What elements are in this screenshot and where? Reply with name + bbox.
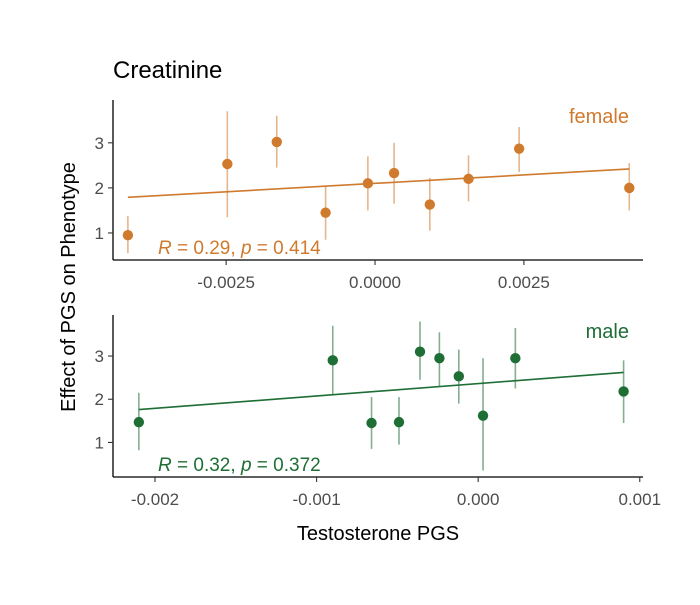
y-tick-label: 2 bbox=[95, 179, 104, 198]
y-tick-label: 3 bbox=[95, 134, 104, 153]
female-trend-line bbox=[127, 168, 630, 199]
x-tick-label: 0.000 bbox=[457, 490, 500, 509]
y-tick-label: 1 bbox=[95, 433, 104, 452]
x-tick-label: -0.0025 bbox=[197, 273, 255, 292]
stat-r-symbol: R bbox=[158, 455, 172, 476]
female-data-point bbox=[513, 143, 525, 154]
female-data-point bbox=[320, 207, 331, 218]
stat-r-symbol: R bbox=[158, 238, 172, 259]
x-tick-label: -0.001 bbox=[292, 490, 340, 509]
x-axis-title: Testosterone PGS bbox=[297, 523, 459, 545]
female-data-point bbox=[222, 158, 233, 170]
male-data-point bbox=[618, 386, 629, 397]
male-data-point bbox=[453, 371, 464, 382]
female-data-point bbox=[362, 178, 374, 189]
female-data-point bbox=[624, 182, 635, 194]
panel-label: male bbox=[586, 321, 629, 343]
y-tick-label: 1 bbox=[95, 224, 104, 243]
stat-annotation: R = 0.32, p = 0.372 bbox=[158, 455, 321, 476]
stat-p-value: = 0.372 bbox=[252, 455, 321, 476]
stat-r-value: = 0.29, bbox=[172, 238, 241, 259]
male-data-point bbox=[414, 346, 426, 357]
male-panel: 1 2 3 -0.002 -0.001 0.000 0.001 male R = 0.32, p… bbox=[95, 315, 661, 509]
stat-p-value: = 0.414 bbox=[252, 238, 322, 259]
chart-title: Creatinine bbox=[113, 57, 222, 84]
female-data-point bbox=[122, 230, 134, 241]
x-tick-label: 0.0025 bbox=[498, 273, 550, 292]
female-data-point bbox=[388, 167, 400, 179]
male-trend-line bbox=[138, 371, 624, 411]
male-data-point bbox=[510, 353, 521, 364]
female-data-point bbox=[424, 199, 436, 210]
stat-p-symbol: p bbox=[240, 455, 252, 476]
x-tick-label: 0.0000 bbox=[349, 273, 401, 292]
y-tick-label: 3 bbox=[95, 347, 104, 366]
panel-label: female bbox=[569, 106, 629, 128]
female-panel: 1 2 3 -0.0025 0.0000 0.0025 female R = 0.29, p … bbox=[95, 100, 643, 292]
male-data-point bbox=[434, 353, 445, 364]
stat-annotation: R = 0.29, p = 0.414 bbox=[158, 238, 321, 259]
male-data-point bbox=[366, 417, 377, 429]
female-data-point bbox=[463, 173, 474, 185]
x-tick-label: 0.001 bbox=[618, 490, 661, 509]
stat-p-symbol: p bbox=[240, 238, 252, 259]
male-data-point bbox=[393, 416, 405, 428]
male-data-point bbox=[133, 416, 145, 428]
stat-r-value: = 0.32, bbox=[172, 455, 241, 476]
male-data-point bbox=[477, 410, 489, 421]
female-data-point bbox=[271, 136, 282, 148]
y-axis-title: Effect of PGS on Phenotype bbox=[58, 162, 80, 412]
male-data-point bbox=[327, 355, 338, 366]
x-tick-label: -0.002 bbox=[131, 490, 179, 509]
y-tick-label: 2 bbox=[95, 390, 104, 409]
